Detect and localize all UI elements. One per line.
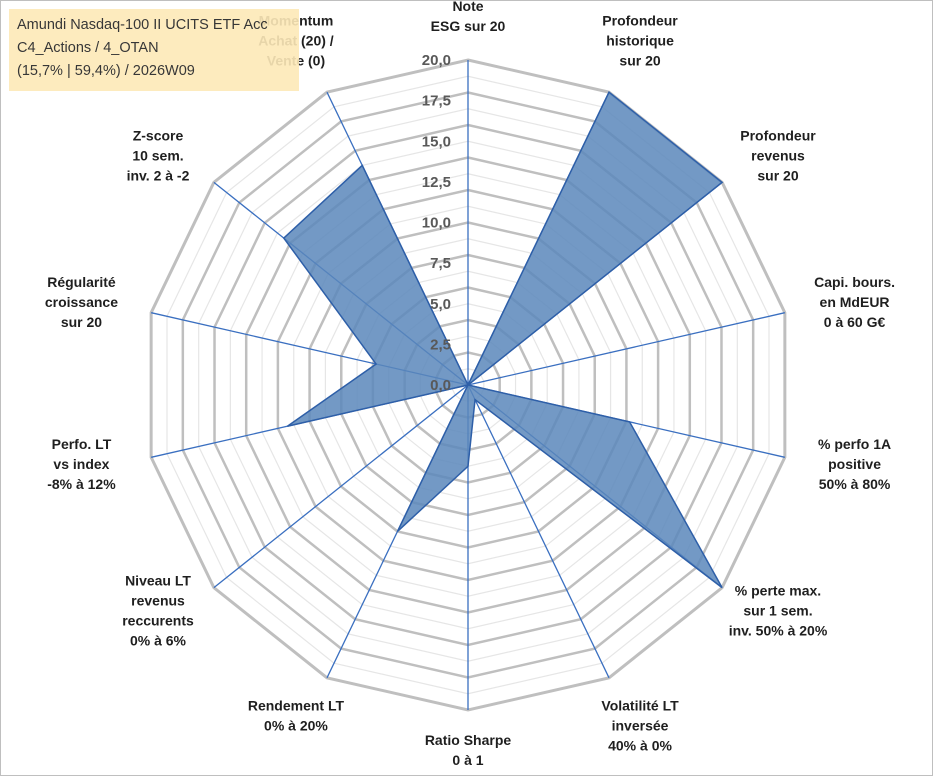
category-label-line: 0 à 1: [452, 752, 483, 768]
category-label-line: Profondeur: [740, 127, 816, 143]
category-label-line: % perfo 1A: [818, 436, 891, 452]
category-label-line: 40% à 0%: [608, 738, 672, 754]
radial-tick-label: 0,0: [430, 377, 451, 394]
category-label: Rendement LT 0% à 20%: [248, 698, 345, 734]
category-label-line: Niveau LT: [125, 573, 191, 589]
category-label: % perfo 1A positive 50% à 80%: [818, 436, 891, 492]
radial-tick-labels: 0,0 2,5 5,0 7,5 10,0 12,5 15,0 17,5 20,0: [422, 52, 451, 394]
category-label-line: Régularité: [47, 274, 116, 290]
category-label-line: reccurents: [122, 613, 194, 629]
category-label: Note ESG sur 20: [431, 1, 506, 34]
category-label: Volatilité LT inversée 40% à 0%: [601, 698, 679, 754]
radial-tick-label: 12,5: [422, 174, 451, 191]
chart-title-line-2: C4_Actions / 4_OTAN: [17, 40, 159, 56]
category-label: % perte max. sur 1 sem. inv. 50% à 20%: [729, 583, 828, 639]
category-label-line: inv. 50% à 20%: [729, 623, 828, 639]
radar-series: [282, 91, 724, 589]
category-label-line: -8% à 12%: [47, 476, 116, 492]
radar-spoke: [213, 384, 469, 589]
category-label-line: 10 sem.: [132, 147, 183, 163]
category-label-line: inv. 2 à -2: [127, 167, 190, 183]
category-label-line: sur 20: [757, 167, 798, 183]
radial-tick-label: 5,0: [430, 296, 451, 313]
radial-tick-label: 15,0: [422, 133, 451, 150]
category-label: Z-score 10 sem. inv. 2 à -2: [127, 127, 190, 183]
category-label-line: 0 à 60 G€: [824, 314, 886, 330]
category-label-line: ESG sur 20: [431, 18, 506, 34]
category-label-line: croissance: [45, 294, 118, 310]
category-label-line: sur 1 sem.: [743, 603, 812, 619]
category-label-line: revenus: [751, 147, 805, 163]
category-label-line: revenus: [131, 593, 185, 609]
category-label: Niveau LT revenus reccurents 0% à 6%: [122, 573, 194, 649]
category-label-line: 0% à 20%: [264, 718, 328, 734]
category-label-line: Capi. bours.: [814, 274, 895, 290]
category-label: Profondeur historique sur 20: [602, 12, 678, 68]
category-label-line: Perfo. LT: [52, 436, 112, 452]
category-label-line: inversée: [612, 718, 669, 734]
category-label-line: sur 20: [619, 52, 660, 68]
category-label: Capi. bours. en MdEUR 0 à 60 G€: [814, 274, 895, 330]
category-label-line: positive: [828, 456, 881, 472]
category-label-line: Rendement LT: [248, 698, 345, 714]
category-label-line: Z-score: [133, 127, 184, 143]
category-label-line: historique: [606, 32, 674, 48]
category-label: Profondeur revenus sur 20: [740, 127, 816, 183]
category-label: Perfo. LT vs index -8% à 12%: [47, 436, 116, 492]
chart-title-box: Amundi Nasdaq-100 II UCITS ETF Acc C4_Ac…: [9, 9, 299, 91]
radial-tick-label: 7,5: [430, 255, 451, 272]
category-label-line: % perte max.: [735, 583, 821, 599]
category-label-line: en MdEUR: [820, 294, 890, 310]
radar-spoke: [467, 384, 610, 679]
category-label-line: Volatilité LT: [601, 698, 679, 714]
category-label-line: sur 20: [61, 314, 102, 330]
radial-tick-label: 20,0: [422, 52, 451, 69]
radial-tick-label: 10,0: [422, 215, 451, 232]
category-label-line: 50% à 80%: [819, 476, 891, 492]
radar-spoke: [467, 312, 785, 386]
category-label-line: vs index: [53, 456, 109, 472]
category-label: Ratio Sharpe 0 à 1: [425, 732, 512, 768]
chart-title-line-3: (15,7% | 59,4%) / 2026W09: [17, 63, 195, 79]
category-label-line: Note: [452, 1, 483, 14]
category-label: Régularité croissance sur 20: [45, 274, 118, 330]
radial-tick-label: 2,5: [430, 336, 451, 353]
chart-title-line-1: Amundi Nasdaq-100 II UCITS ETF Acc: [17, 17, 268, 33]
radial-tick-label: 17,5: [422, 93, 451, 110]
category-label-line: 0% à 6%: [130, 633, 187, 649]
category-label-line: Profondeur: [602, 12, 678, 28]
category-label-line: Ratio Sharpe: [425, 732, 512, 748]
